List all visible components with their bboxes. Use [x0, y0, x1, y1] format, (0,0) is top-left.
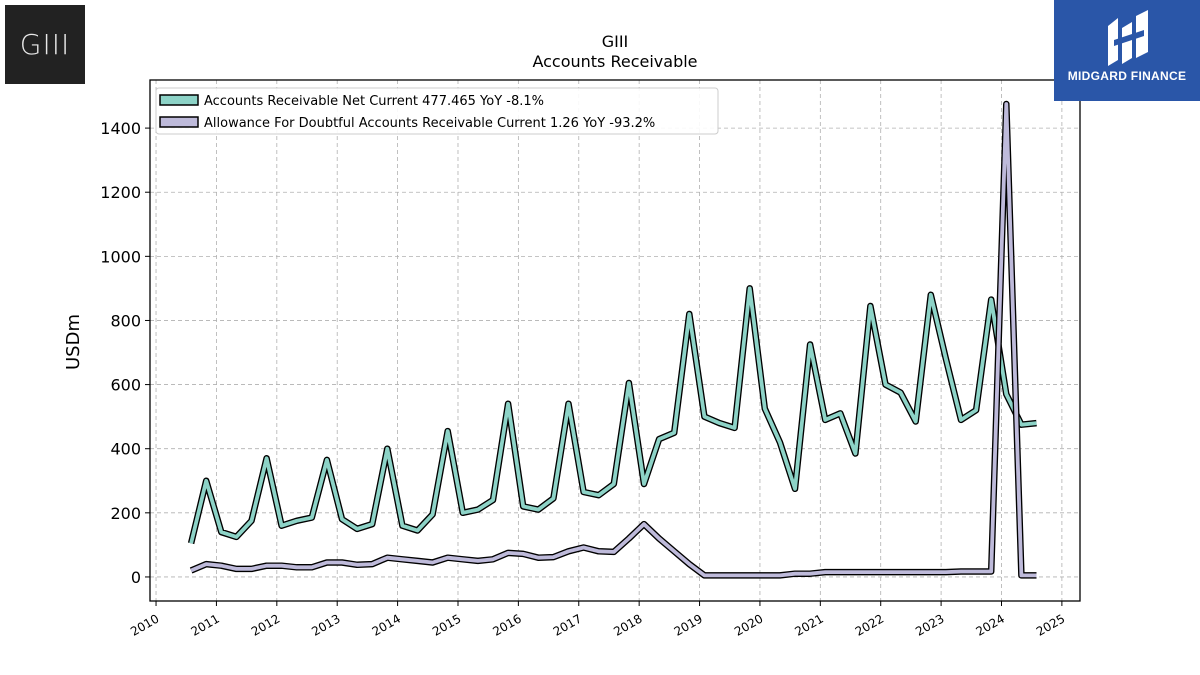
- brand-logo: MIDGARD FINANCE: [1054, 0, 1200, 101]
- y-tick-label: 0: [131, 568, 141, 587]
- y-tick-label: 800: [110, 311, 141, 330]
- x-tick-label: 2014: [370, 611, 403, 638]
- legend: Accounts Receivable Net Current 477.465 …: [155, 87, 719, 135]
- x-tick-label: 2015: [430, 611, 463, 638]
- chart-subtitle: Accounts Receivable: [532, 52, 697, 71]
- x-tick-label: 2017: [551, 611, 584, 638]
- legend-swatch: [159, 94, 199, 106]
- x-tick-label: 2010: [128, 611, 161, 638]
- x-tick-label: 2019: [672, 611, 705, 638]
- y-tick-label: 1400: [100, 119, 141, 138]
- legend-label: Accounts Receivable Net Current 477.465 …: [204, 94, 544, 109]
- x-tick-label: 2020: [732, 611, 765, 638]
- legend-label: Allowance For Doubtful Accounts Receivab…: [204, 116, 655, 131]
- series-layer: [187, 100, 1037, 579]
- x-tick-label: 2012: [249, 611, 282, 638]
- y-tick-label: 400: [110, 440, 141, 459]
- series-line: [189, 286, 1037, 544]
- x-tick-label: 2025: [1034, 611, 1067, 638]
- company-logo-text: GIII: [19, 28, 71, 61]
- x-tick-label: 2013: [309, 611, 342, 638]
- x-tick-label: 2024: [974, 611, 1007, 638]
- y-axis-label: USDm: [63, 314, 84, 370]
- x-tick-label: 2011: [188, 611, 221, 638]
- brand-name: MIDGARD FINANCE: [1067, 69, 1187, 83]
- legend-box: [155, 87, 719, 135]
- brand-mark-icon: [1108, 10, 1148, 66]
- x-tick-label: 2022: [853, 611, 886, 638]
- x-tick-label: 2021: [792, 611, 825, 638]
- legend-swatch: [159, 116, 199, 128]
- series-line-outline: [187, 285, 1037, 545]
- y-tick-label: 1000: [100, 247, 141, 266]
- company-logo: GIII: [5, 5, 85, 84]
- chart-title: GIII: [602, 32, 629, 51]
- y-tick-label: 200: [110, 504, 141, 523]
- x-tick-label: 2018: [611, 611, 644, 638]
- y-tick-label: 600: [110, 376, 141, 395]
- x-tick-label: 2016: [490, 611, 523, 638]
- y-tick-label: 1200: [100, 183, 141, 202]
- plot-frame: [149, 79, 1081, 602]
- series-line: [190, 102, 1037, 578]
- x-tick-label: 2023: [913, 611, 946, 638]
